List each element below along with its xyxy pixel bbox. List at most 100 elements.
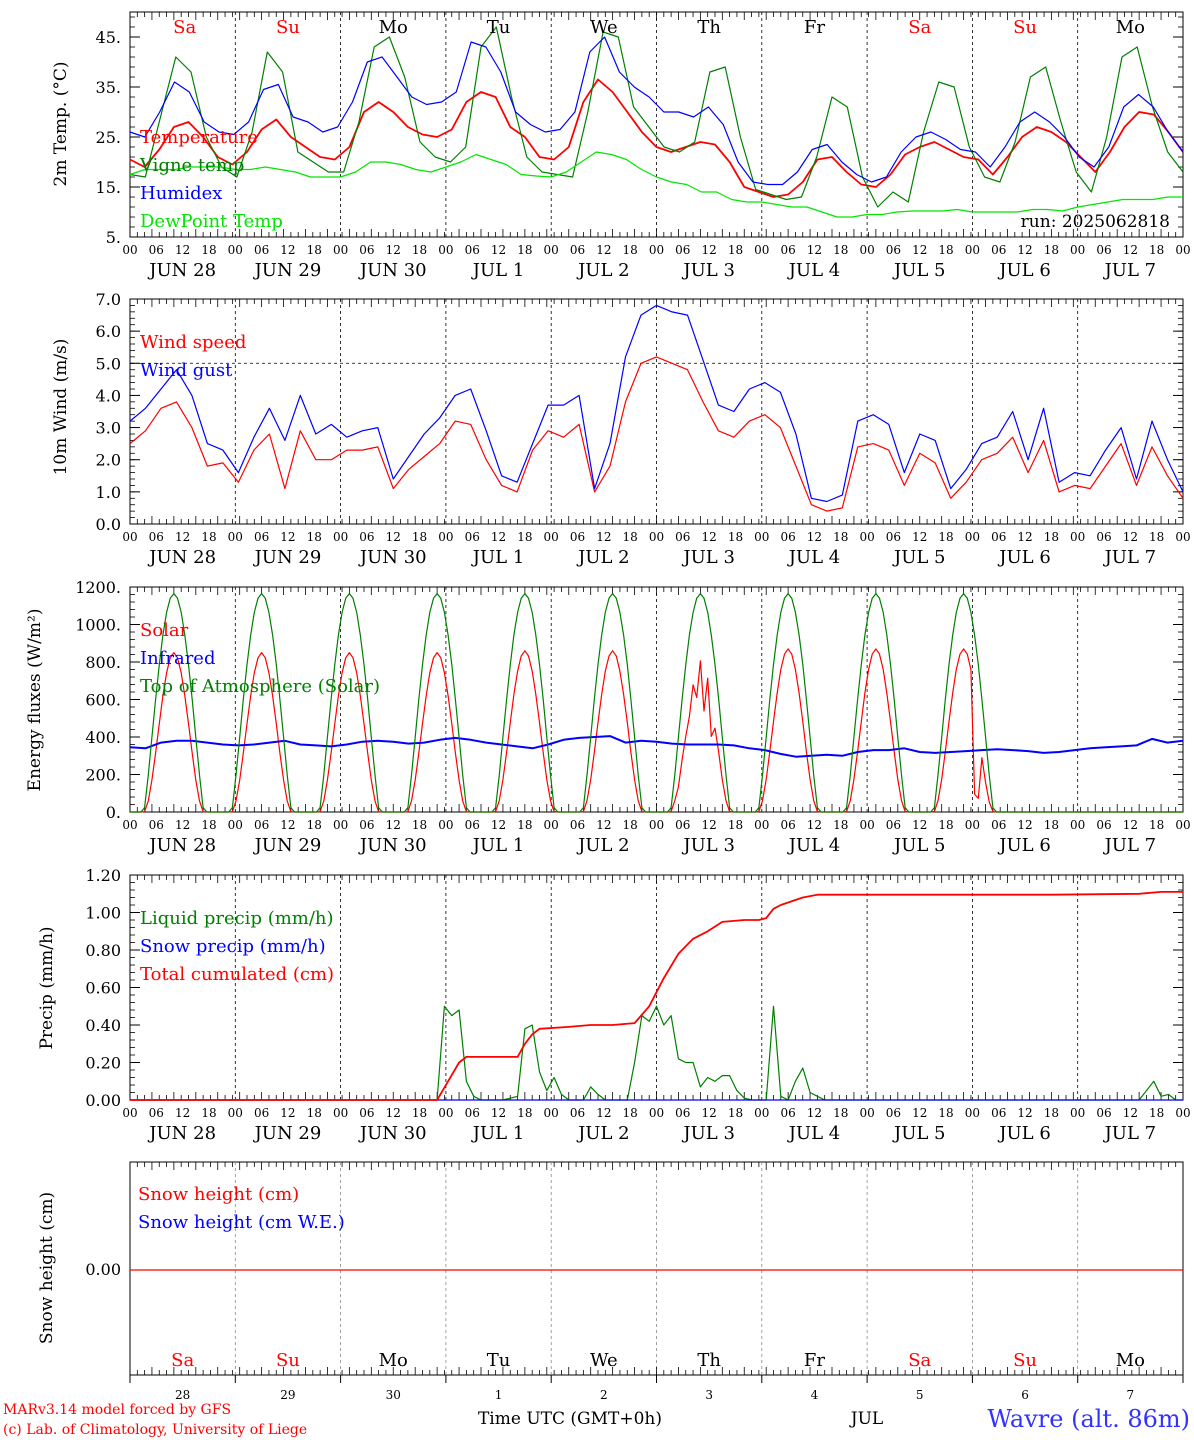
day-name: Sa xyxy=(908,17,931,38)
hour-tick-label: 06 xyxy=(254,243,269,257)
day-name: Su xyxy=(1013,17,1037,38)
ytick-label: 6.0 xyxy=(96,322,121,341)
hour-tick-label: 00 xyxy=(333,1106,348,1120)
hour-tick-label: 12 xyxy=(175,818,190,832)
bottom-day-number: 28 xyxy=(175,1388,190,1402)
hour-tick-label: 06 xyxy=(886,530,901,544)
hour-tick-label: 12 xyxy=(807,1106,822,1120)
hour-tick-label: 12 xyxy=(596,530,611,544)
ytick-label: 0.00 xyxy=(85,1260,121,1279)
hour-tick-label: 00 xyxy=(228,530,243,544)
hour-tick-label: 00 xyxy=(122,243,137,257)
ytick-label: 1.20 xyxy=(85,866,121,885)
hour-tick-label: 06 xyxy=(254,1106,269,1120)
ytick-label: 600. xyxy=(85,691,121,710)
ytick-label: 0. xyxy=(106,803,121,822)
hour-tick-label: 06 xyxy=(254,530,269,544)
hour-tick-label: 18 xyxy=(833,530,848,544)
hour-tick-label: 18 xyxy=(938,818,953,832)
hour-tick-label: 18 xyxy=(201,818,216,832)
hour-tick-label: 00 xyxy=(1175,1106,1190,1120)
hour-tick-label: 00 xyxy=(438,530,453,544)
series-line-total-cumulated-cm- xyxy=(130,891,1183,1101)
date-label: JUL 2 xyxy=(576,835,630,856)
hour-tick-label: 00 xyxy=(1175,530,1190,544)
ytick-label: 3.0 xyxy=(96,419,121,438)
date-label: JUL 3 xyxy=(681,1123,735,1144)
hour-tick-label: 06 xyxy=(149,243,164,257)
bottom-day-number: 3 xyxy=(705,1388,713,1402)
hour-tick-label: 18 xyxy=(728,818,743,832)
date-label: JUL 7 xyxy=(1103,260,1157,281)
hour-tick-label: 12 xyxy=(912,1106,927,1120)
hour-tick-label: 18 xyxy=(938,243,953,257)
date-label: JUL 6 xyxy=(997,260,1051,281)
ytick-label: 0.60 xyxy=(85,979,121,998)
hour-tick-label: 12 xyxy=(596,243,611,257)
hour-tick-label: 12 xyxy=(1123,818,1138,832)
hour-tick-label: 18 xyxy=(1044,1106,1059,1120)
hour-tick-label: 18 xyxy=(517,1106,532,1120)
hour-tick-label: 06 xyxy=(149,530,164,544)
hour-tick-label: 18 xyxy=(412,1106,427,1120)
legend-snow-height-we: Snow height (cm W.E.) xyxy=(138,1212,345,1233)
ytick-label: 5.0 xyxy=(96,354,121,373)
hour-tick-label: 12 xyxy=(386,530,401,544)
hour-tick-label: 18 xyxy=(201,1106,216,1120)
date-label: JUL 5 xyxy=(892,547,946,568)
date-label: JUN 28 xyxy=(147,835,216,856)
legend-vigne-temp: Vigne temp xyxy=(139,155,244,176)
day-name: We xyxy=(590,17,618,38)
hour-tick-label: 00 xyxy=(228,243,243,257)
ytick-label: 400. xyxy=(85,728,121,747)
day-name: Su xyxy=(276,17,300,38)
date-label: JUL 2 xyxy=(576,260,630,281)
hour-tick-label: 12 xyxy=(175,243,190,257)
hour-tick-label: 18 xyxy=(1044,818,1059,832)
hour-tick-label: 12 xyxy=(702,1106,717,1120)
hour-tick-label: 18 xyxy=(307,1106,322,1120)
hour-tick-label: 12 xyxy=(280,530,295,544)
hour-tick-label: 00 xyxy=(544,1106,559,1120)
ytick-label: 2.0 xyxy=(96,451,121,470)
date-label: JUL 7 xyxy=(1103,1123,1157,1144)
hour-tick-label: 06 xyxy=(780,243,795,257)
hour-tick-label: 12 xyxy=(1123,1106,1138,1120)
hour-tick-label: 12 xyxy=(1017,1106,1032,1120)
hour-tick-label: 06 xyxy=(149,1106,164,1120)
bottom-day-number: 6 xyxy=(1021,1388,1029,1402)
ylabel-precip: Precip (mm/h) xyxy=(37,926,57,1049)
hour-tick-label: 06 xyxy=(991,243,1006,257)
hour-tick-label: 12 xyxy=(280,243,295,257)
hour-tick-label: 12 xyxy=(386,1106,401,1120)
series-line-humidex xyxy=(129,36,1184,186)
ytick-label: 0.0 xyxy=(96,515,121,534)
station-name: Wavre (alt. 86m) xyxy=(987,1405,1190,1433)
ylabel-energy: Energy fluxes (W/m²) xyxy=(25,609,45,792)
legend-humidex: Humidex xyxy=(140,183,222,204)
hour-tick-label: 18 xyxy=(728,530,743,544)
hour-tick-label: 12 xyxy=(280,1106,295,1120)
hour-tick-label: 00 xyxy=(228,1106,243,1120)
date-label: JUL 5 xyxy=(892,1123,946,1144)
day-name: Sa xyxy=(173,17,196,38)
date-label: JUL 2 xyxy=(576,547,630,568)
hour-tick-label: 18 xyxy=(517,243,532,257)
date-label: JUL 4 xyxy=(787,547,841,568)
ytick-label: 4.0 xyxy=(96,386,121,405)
date-label: JUN 29 xyxy=(253,260,322,281)
hour-tick-label: 06 xyxy=(780,530,795,544)
bottom-day-name: Mo xyxy=(1116,1350,1145,1371)
date-label: JUN 30 xyxy=(358,547,427,568)
hour-tick-label: 06 xyxy=(886,818,901,832)
date-label: JUL 3 xyxy=(681,547,735,568)
hour-tick-label: 12 xyxy=(175,530,190,544)
hour-tick-label: 12 xyxy=(702,530,717,544)
series-line-temperature xyxy=(129,78,1184,198)
hour-tick-label: 18 xyxy=(307,243,322,257)
hour-tick-label: 00 xyxy=(228,818,243,832)
series-line-wind-gust xyxy=(129,304,1184,503)
hour-tick-label: 06 xyxy=(465,1106,480,1120)
credit-line-2: (c) Lab. of Climatology, University of L… xyxy=(3,1422,307,1438)
